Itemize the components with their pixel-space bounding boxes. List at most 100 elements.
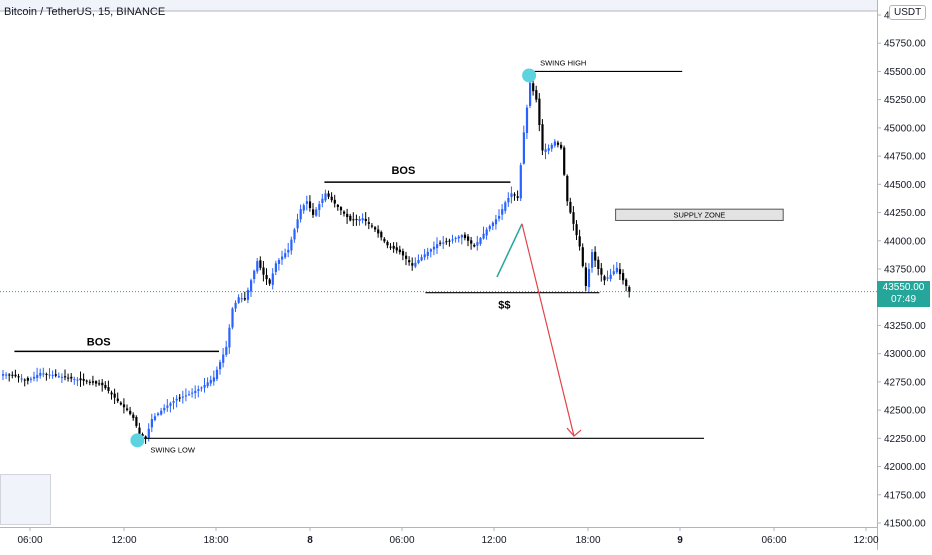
y-tick-label: 42000.00 — [884, 462, 926, 473]
projection-arrowhead — [566, 427, 582, 437]
candle-body — [467, 236, 470, 241]
candle-body — [138, 427, 141, 434]
candle-body — [389, 246, 392, 248]
candle-body — [277, 259, 281, 264]
y-tick-label: 44750.00 — [884, 152, 926, 163]
candle-body — [609, 274, 612, 279]
candle-body — [107, 387, 110, 391]
candle-body — [20, 378, 23, 380]
candle-body — [222, 354, 225, 363]
x-tick-label: 18:00 — [203, 535, 228, 546]
candle-body — [215, 369, 219, 379]
candle-body — [70, 376, 73, 379]
candle-body — [42, 373, 45, 375]
candle-body — [64, 376, 67, 378]
candle-body — [439, 242, 442, 244]
candle-body — [225, 346, 228, 355]
y-tick-label: 41500.00 — [884, 519, 926, 530]
candle-body — [553, 141, 556, 146]
candle-body — [312, 209, 315, 215]
candle-body — [625, 279, 628, 286]
candle-body — [26, 378, 29, 381]
candle-body — [14, 374, 17, 377]
candle-body — [2, 373, 5, 376]
candle-body — [395, 247, 398, 251]
last-price-tag: 43550.00 07:49 — [877, 281, 930, 307]
candle-body — [234, 302, 237, 309]
candle-body — [209, 379, 212, 384]
candle-body — [85, 380, 88, 382]
candle-body — [302, 205, 305, 211]
candle-body — [265, 275, 268, 280]
x-tick-label: 06:00 — [761, 535, 786, 546]
candle-body — [448, 240, 451, 242]
candle-body — [175, 398, 178, 401]
candle-body — [150, 419, 153, 428]
candle-body — [510, 193, 513, 197]
candle-body — [426, 251, 429, 256]
candle-body — [494, 219, 498, 225]
candle-body — [414, 262, 417, 267]
candle-body — [386, 241, 389, 246]
candle-body — [411, 263, 414, 266]
candle-body — [157, 413, 160, 416]
last-price-value: 43550.00 — [882, 282, 925, 293]
swing-low-label: SWING LOW — [150, 445, 196, 454]
y-tick-label: 43250.00 — [884, 321, 926, 332]
candle-body — [104, 384, 107, 389]
candle-body — [240, 298, 243, 300]
candle-body — [408, 260, 411, 263]
candle-body — [284, 253, 287, 258]
candle-body — [39, 372, 42, 376]
candle-body — [507, 197, 510, 203]
candle-body — [550, 144, 553, 149]
y-tick-label: 43750.00 — [884, 265, 926, 276]
candle-body — [460, 235, 463, 238]
candle-body — [54, 374, 57, 376]
candle-body — [603, 276, 606, 281]
candle-body — [336, 204, 339, 207]
candle-body — [513, 194, 516, 196]
candle-body — [293, 229, 296, 240]
candle-body — [525, 107, 529, 134]
candle-body — [380, 231, 383, 238]
x-tick-label: 9 — [677, 535, 683, 546]
candle-body — [259, 260, 262, 268]
candle-body — [268, 279, 271, 284]
candle-body — [532, 83, 535, 92]
candle-body — [327, 193, 330, 197]
candle-body — [122, 404, 126, 408]
candle-body — [600, 268, 603, 275]
candle-body — [361, 218, 364, 221]
candle-body — [541, 124, 544, 151]
candle-body — [98, 383, 101, 385]
candles — [2, 77, 631, 444]
candle-body — [535, 90, 538, 100]
candle-body — [364, 218, 367, 222]
candle-body — [23, 379, 26, 381]
candle-body — [445, 241, 448, 243]
candle-body — [612, 271, 615, 275]
symbol-title[interactable]: Bitcoin / TetherUS, 15, BINANCE — [4, 6, 166, 18]
candle-body — [237, 297, 240, 303]
candle-body — [166, 405, 169, 408]
y-tick-label: 44250.00 — [884, 208, 926, 219]
candle-body — [184, 395, 188, 397]
candle-body — [420, 257, 423, 261]
candle-body — [398, 249, 401, 253]
candle-body — [367, 222, 370, 224]
currency-badge[interactable]: USDT — [889, 5, 927, 20]
candle-body — [572, 212, 575, 224]
candle-body — [290, 239, 293, 251]
candle-body — [485, 229, 488, 236]
candle-body — [463, 234, 467, 238]
candle-body — [29, 378, 33, 380]
candle-body — [346, 213, 349, 218]
candle-body — [271, 273, 274, 285]
candle-body — [405, 255, 408, 259]
candle-body — [219, 362, 222, 370]
